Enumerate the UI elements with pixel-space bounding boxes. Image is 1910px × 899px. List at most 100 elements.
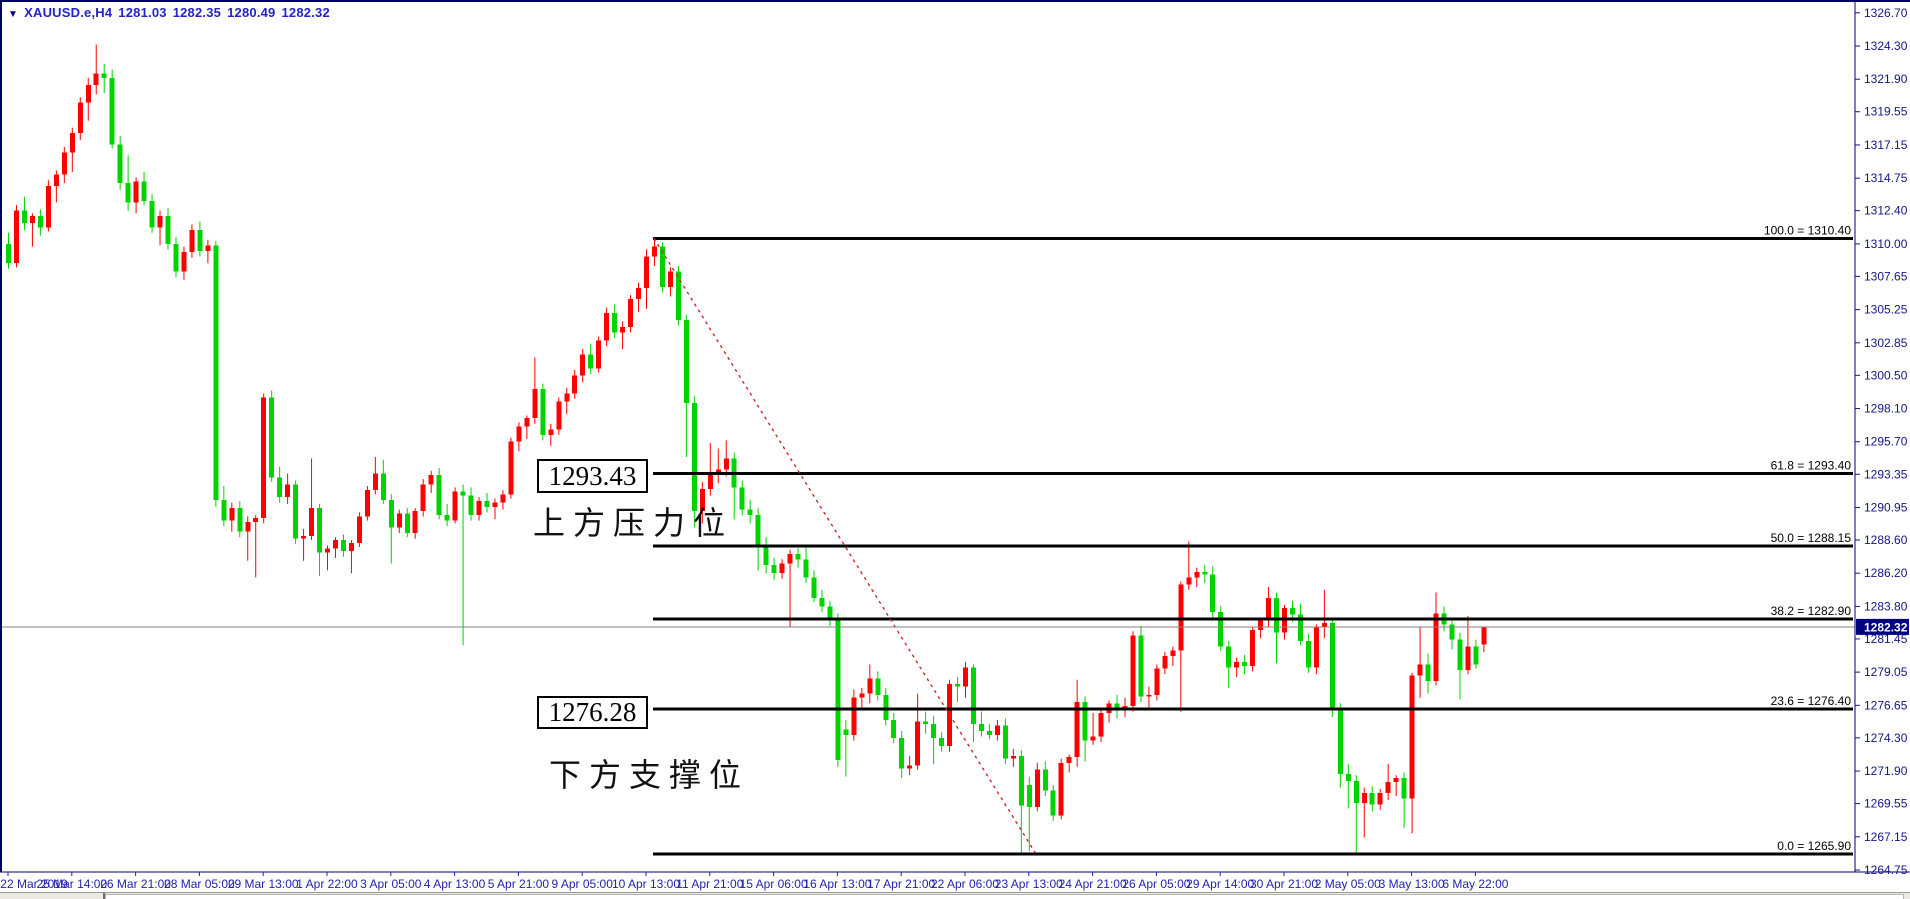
candle-body[interactable] — [588, 354, 594, 369]
candle-body[interactable] — [277, 477, 283, 498]
candle-body[interactable] — [293, 484, 299, 539]
candle-body[interactable] — [1082, 701, 1088, 741]
candle-body[interactable] — [149, 200, 155, 228]
candle-body[interactable] — [1170, 650, 1176, 657]
candle-body[interactable] — [309, 508, 315, 536]
scrollbar-left-tab[interactable] — [0, 893, 105, 899]
candle-body[interactable] — [859, 693, 865, 698]
candle-body[interactable] — [61, 152, 67, 175]
candle-body[interactable] — [659, 246, 665, 287]
candle-body[interactable] — [899, 737, 905, 769]
candle-body[interactable] — [963, 667, 968, 687]
candle-body[interactable] — [317, 508, 323, 553]
candle-body[interactable] — [1098, 712, 1104, 737]
candle-body[interactable] — [675, 271, 681, 320]
candle-body[interactable] — [1026, 784, 1032, 808]
candle-body[interactable] — [6, 243, 11, 264]
candle-body[interactable] — [931, 724, 937, 738]
candle-body[interactable] — [540, 389, 546, 435]
candle-body[interactable] — [867, 678, 873, 694]
candle-body[interactable] — [444, 515, 450, 521]
candle-body[interactable] — [707, 474, 713, 489]
candle-body[interactable] — [628, 299, 634, 327]
candle-body[interactable] — [356, 516, 362, 543]
candle-body[interactable] — [428, 474, 434, 485]
candle-body[interactable] — [1457, 639, 1463, 671]
candle-body[interactable] — [285, 484, 291, 498]
candle-body[interactable] — [1377, 793, 1383, 805]
candle-body[interactable] — [1313, 627, 1319, 668]
candle-body[interactable] — [1337, 708, 1343, 774]
candle-body[interactable] — [269, 397, 275, 478]
candle-body[interactable] — [261, 397, 267, 518]
candle-body[interactable] — [412, 510, 418, 534]
candle-body[interactable] — [37, 216, 43, 228]
candle-body[interactable] — [1066, 757, 1072, 763]
candle-body[interactable] — [691, 403, 697, 511]
candle-body[interactable] — [1074, 701, 1080, 758]
candle-body[interactable] — [1226, 646, 1232, 668]
candle-body[interactable] — [388, 499, 394, 528]
candle-body[interactable] — [500, 494, 506, 503]
candle-body[interactable] — [364, 490, 370, 517]
candle-body[interactable] — [245, 522, 251, 532]
candle-body[interactable] — [955, 683, 961, 687]
candle-body[interactable] — [747, 509, 753, 516]
candle-body[interactable] — [803, 559, 809, 578]
support-annotation[interactable]: 下方支撑位 — [549, 757, 750, 793]
candle-body[interactable] — [978, 724, 984, 731]
candle-body[interactable] — [564, 393, 570, 402]
candle-body[interactable] — [45, 185, 51, 228]
candle-body[interactable] — [1050, 790, 1056, 816]
candle-body[interactable] — [779, 563, 785, 574]
candle-body[interactable] — [1329, 623, 1335, 709]
candle-body[interactable] — [1297, 614, 1303, 641]
candle-body[interactable] — [907, 765, 913, 769]
candle-body[interactable] — [1218, 611, 1224, 647]
candle-body[interactable] — [1401, 777, 1407, 799]
candle-body[interactable] — [221, 499, 227, 521]
candle-body[interactable] — [181, 252, 187, 272]
candle-body[interactable] — [1266, 598, 1272, 619]
candle-body[interactable] — [1154, 668, 1160, 695]
candle-body[interactable] — [1114, 703, 1120, 711]
candle-body[interactable] — [508, 441, 514, 495]
candle-body[interactable] — [1465, 646, 1471, 671]
candle-body[interactable] — [851, 697, 857, 736]
candle-body[interactable] — [1090, 736, 1096, 741]
candle-body[interactable] — [939, 737, 945, 747]
candle-body[interactable] — [340, 539, 346, 552]
candle-body[interactable] — [1289, 607, 1295, 615]
candle-body[interactable] — [404, 513, 410, 534]
candle-body[interactable] — [1473, 646, 1479, 665]
candle-body[interactable] — [109, 77, 115, 145]
resistance-price-box[interactable]: 1293.43 — [537, 459, 648, 493]
candle-body[interactable] — [516, 426, 522, 442]
candle-body[interactable] — [101, 73, 107, 78]
candle-body[interactable] — [1250, 629, 1256, 666]
scrollbar-track[interactable] — [105, 894, 1904, 899]
candle-body[interactable] — [739, 487, 745, 510]
candle-body[interactable] — [253, 517, 259, 523]
candle-body[interactable] — [1018, 755, 1024, 806]
resistance-annotation[interactable]: 上方压力位 — [533, 505, 734, 541]
candle-body[interactable] — [348, 542, 354, 552]
candle-body[interactable] — [811, 577, 817, 599]
candle-body[interactable] — [1409, 675, 1415, 799]
candle-body[interactable] — [683, 319, 689, 404]
candle-body[interactable] — [436, 474, 442, 516]
candle-body[interactable] — [604, 313, 610, 341]
candle-body[interactable] — [644, 256, 649, 289]
candle-body[interactable] — [795, 553, 801, 560]
candle-body[interactable] — [1146, 694, 1152, 697]
candle-body[interactable] — [1258, 618, 1264, 630]
candle-body[interactable] — [468, 495, 474, 516]
candle-body[interactable] — [484, 501, 490, 507]
candle-body[interactable] — [1353, 780, 1359, 803]
candle-body[interactable] — [189, 230, 195, 253]
candle-body[interactable] — [723, 458, 729, 470]
candle-body[interactable] — [524, 418, 530, 427]
candle-body[interactable] — [165, 216, 171, 244]
candle-body[interactable] — [21, 210, 27, 224]
candle-body[interactable] — [532, 389, 538, 419]
